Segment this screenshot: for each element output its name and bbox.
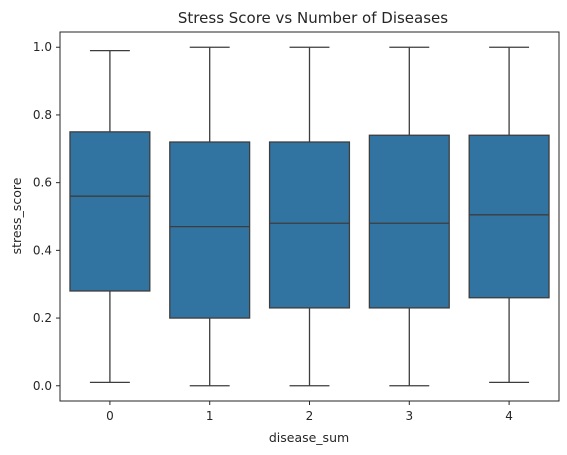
x-tick-label: 1	[206, 409, 214, 423]
y-tick-label: 0.2	[33, 311, 52, 325]
x-tick-label: 3	[405, 409, 413, 423]
y-tick-label: 0.0	[33, 379, 52, 393]
x-tick-label: 0	[106, 409, 114, 423]
box-1	[169, 141, 251, 319]
x-tick-label: 2	[306, 409, 314, 423]
x-tick-label: 4	[505, 409, 513, 423]
box-4	[468, 134, 550, 299]
box-2	[268, 141, 351, 309]
box-0	[69, 131, 151, 292]
plot-frame	[59, 31, 560, 402]
y-axis-label: stress_score	[9, 177, 24, 254]
x-axis-label: disease_sum	[269, 430, 349, 445]
plot-area: 0 1 2 3 4 0.0 0.2 0.4 0.6 0.8 1.0	[33, 31, 560, 423]
y-tick-label: 0.8	[33, 108, 52, 122]
box-3	[368, 134, 450, 309]
y-tick-label: 0.4	[33, 243, 52, 257]
y-tick-label: 0.6	[33, 176, 52, 190]
chart-title: Stress Score vs Number of Diseases	[178, 9, 448, 27]
y-tick-label: 1.0	[33, 40, 52, 54]
